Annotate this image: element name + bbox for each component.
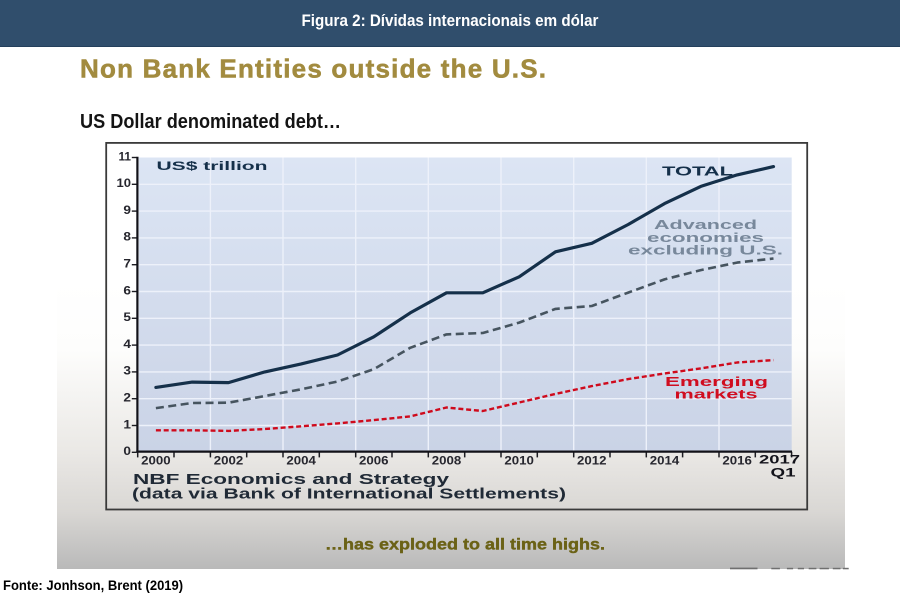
svg-text:US$ trillion: US$ trillion: [157, 161, 268, 173]
svg-text:9: 9: [123, 205, 131, 217]
svg-text:6: 6: [123, 285, 131, 297]
svg-text:3: 3: [123, 366, 131, 378]
svg-text:5: 5: [123, 312, 131, 324]
svg-text:2000: 2000: [141, 456, 171, 468]
svg-text:2004: 2004: [286, 456, 316, 468]
svg-text:…has exploded to all time high: …has exploded to all time highs.: [325, 537, 605, 554]
svg-text:TOTAL: TOTAL: [662, 165, 734, 179]
svg-text:NBF Economics and Strategy: NBF Economics and Strategy: [133, 472, 449, 488]
svg-text:2017: 2017: [759, 453, 800, 467]
svg-text:8: 8: [123, 232, 131, 244]
svg-text:10: 10: [117, 178, 132, 190]
svg-text:Emerging: Emerging: [665, 374, 768, 389]
svg-text:2006: 2006: [359, 456, 389, 468]
svg-text:2016: 2016: [722, 456, 752, 468]
svg-text:Advanced: Advanced: [654, 217, 757, 232]
svg-text:2014: 2014: [650, 456, 680, 468]
svg-text:2002: 2002: [214, 456, 244, 468]
svg-text:4: 4: [123, 339, 131, 351]
svg-text:0: 0: [123, 446, 131, 458]
svg-text:excluding U.S.: excluding U.S.: [628, 243, 783, 258]
svg-text:Q1: Q1: [771, 468, 797, 480]
svg-text:Non Bank Entities outside the: Non Bank Entities outside the U.S.: [80, 54, 546, 84]
svg-text:(data via Bank of Internationa: (data via Bank of International Settleme…: [132, 487, 566, 503]
svg-text:2: 2: [123, 393, 131, 405]
svg-text:7: 7: [123, 259, 131, 271]
svg-text:2012: 2012: [577, 456, 607, 468]
svg-text:economies: economies: [647, 230, 764, 245]
svg-text:markets: markets: [675, 386, 758, 401]
svg-text:2008: 2008: [432, 456, 462, 468]
svg-text:1: 1: [123, 419, 131, 431]
svg-text:11: 11: [119, 151, 132, 163]
svg-text:2010: 2010: [504, 456, 534, 468]
